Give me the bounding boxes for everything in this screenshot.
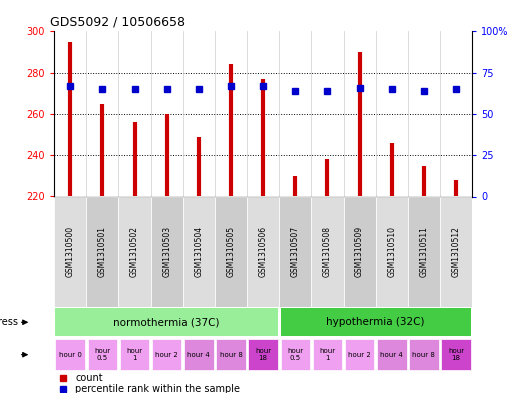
Text: hour 8: hour 8 bbox=[412, 352, 436, 358]
Text: hour
0.5: hour 0.5 bbox=[287, 349, 303, 361]
Bar bbox=[120, 339, 149, 370]
Bar bbox=[54, 196, 86, 307]
Bar bbox=[86, 196, 119, 307]
Bar bbox=[345, 339, 375, 370]
Bar bbox=[311, 196, 344, 307]
Text: GSM1310504: GSM1310504 bbox=[195, 226, 203, 277]
Bar bbox=[440, 196, 472, 307]
Text: GSM1310512: GSM1310512 bbox=[452, 226, 461, 277]
Text: hour 4: hour 4 bbox=[380, 352, 403, 358]
Text: GSM1310506: GSM1310506 bbox=[259, 226, 268, 277]
Bar bbox=[344, 196, 376, 307]
Text: hour
1: hour 1 bbox=[319, 349, 335, 361]
Text: GSM1310503: GSM1310503 bbox=[162, 226, 171, 277]
Text: GSM1310501: GSM1310501 bbox=[98, 226, 107, 277]
Bar bbox=[376, 196, 408, 307]
Bar bbox=[409, 339, 439, 370]
Text: hypothermia (32C): hypothermia (32C) bbox=[327, 317, 425, 327]
Bar bbox=[313, 339, 342, 370]
Text: GSM1310500: GSM1310500 bbox=[66, 226, 75, 277]
Bar bbox=[441, 339, 471, 370]
Bar bbox=[151, 196, 183, 307]
Text: GSM1310509: GSM1310509 bbox=[355, 226, 364, 277]
Text: normothermia (37C): normothermia (37C) bbox=[114, 317, 220, 327]
Text: percentile rank within the sample: percentile rank within the sample bbox=[75, 384, 240, 393]
Text: GDS5092 / 10506658: GDS5092 / 10506658 bbox=[50, 16, 185, 29]
Text: count: count bbox=[75, 373, 103, 383]
Text: hour
18: hour 18 bbox=[448, 349, 464, 361]
Bar bbox=[152, 339, 182, 370]
Text: hour 0: hour 0 bbox=[59, 352, 82, 358]
Bar bbox=[119, 196, 151, 307]
Bar bbox=[55, 339, 85, 370]
Text: hour
0.5: hour 0.5 bbox=[94, 349, 110, 361]
Bar bbox=[279, 196, 311, 307]
Text: stress: stress bbox=[0, 317, 19, 327]
Bar bbox=[408, 196, 440, 307]
Bar bbox=[184, 339, 214, 370]
Bar bbox=[88, 339, 117, 370]
Bar bbox=[215, 196, 247, 307]
Text: GSM1310507: GSM1310507 bbox=[291, 226, 300, 277]
Text: hour
18: hour 18 bbox=[255, 349, 271, 361]
Bar bbox=[55, 308, 278, 336]
Text: GSM1310510: GSM1310510 bbox=[388, 226, 396, 277]
Bar bbox=[247, 196, 279, 307]
Bar bbox=[281, 339, 310, 370]
Bar bbox=[183, 196, 215, 307]
Text: GSM1310505: GSM1310505 bbox=[227, 226, 235, 277]
Text: GSM1310511: GSM1310511 bbox=[420, 226, 428, 277]
Text: hour 2: hour 2 bbox=[348, 352, 371, 358]
Text: hour
1: hour 1 bbox=[126, 349, 142, 361]
Text: GSM1310502: GSM1310502 bbox=[130, 226, 139, 277]
Text: hour 4: hour 4 bbox=[187, 352, 210, 358]
Bar bbox=[216, 339, 246, 370]
Bar bbox=[248, 339, 278, 370]
Text: hour 8: hour 8 bbox=[220, 352, 243, 358]
Text: GSM1310508: GSM1310508 bbox=[323, 226, 332, 277]
Bar bbox=[281, 308, 471, 336]
Bar bbox=[377, 339, 407, 370]
Text: hour 2: hour 2 bbox=[155, 352, 178, 358]
